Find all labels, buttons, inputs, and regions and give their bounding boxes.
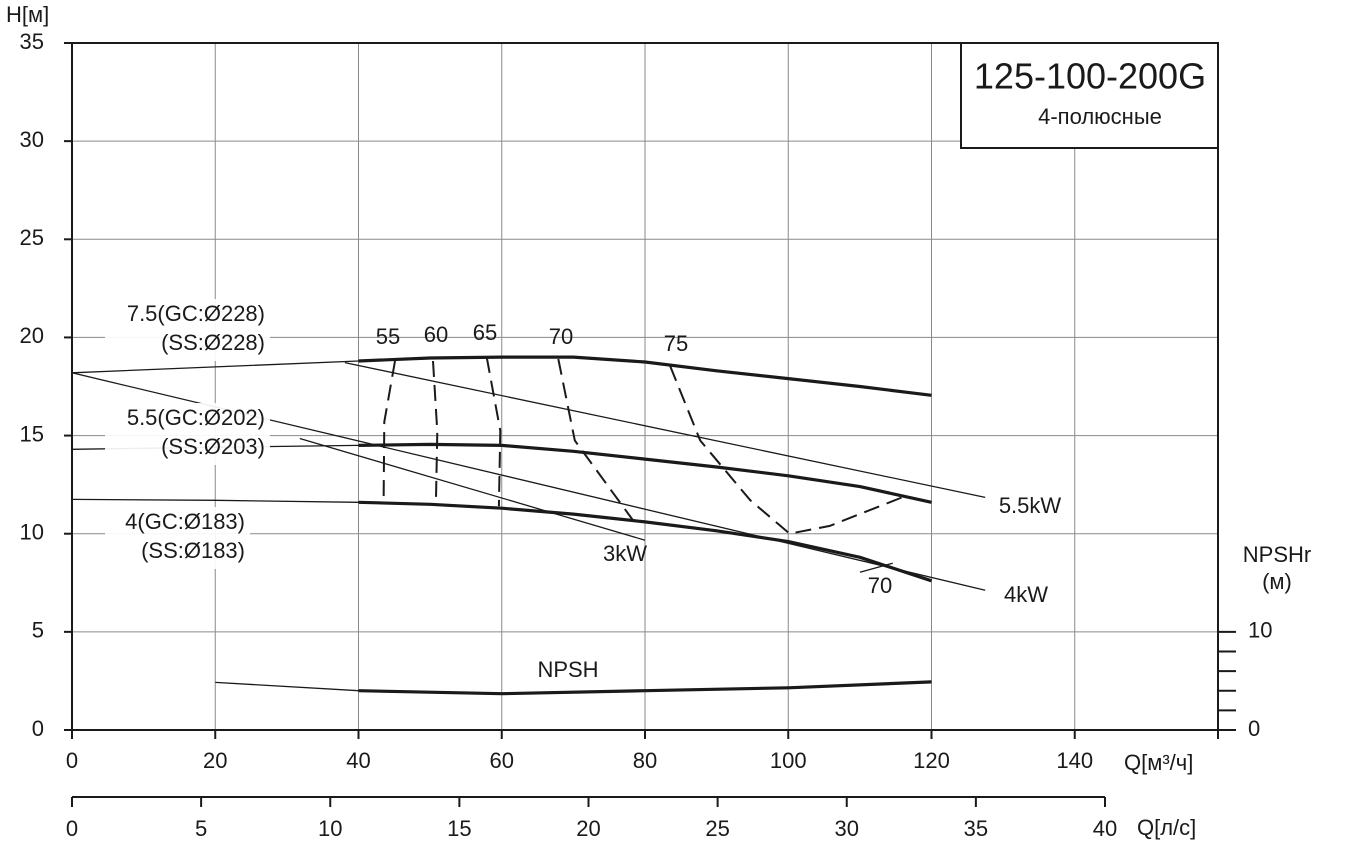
head-curve-operating [358, 355, 932, 397]
curve-label: 4(GC:Ø183) [125, 509, 245, 534]
power-label: 3kW [603, 541, 647, 566]
npsh-label: NPSH [537, 657, 598, 682]
y-tick-label: 35 [20, 29, 44, 54]
chart-title: 125-100-200G [974, 56, 1206, 97]
x2-tick-label: 5 [195, 816, 207, 841]
curve-label-bg [105, 299, 270, 361]
chart-subtitle: 4-полюсные [1038, 104, 1162, 129]
y-tick-label: 20 [20, 323, 44, 348]
x2-tick-label: 20 [576, 816, 600, 841]
x-axis-label: Q[м³/ч] [1124, 750, 1193, 775]
x-tick-label: 100 [770, 748, 807, 773]
power-label: 5.5kW [999, 493, 1062, 518]
y2-axis-label: (м) [1262, 569, 1292, 594]
curve-label: (SS:Ø183) [141, 538, 245, 563]
y-tick-label: 0 [32, 716, 44, 741]
power-line [299, 437, 646, 541]
title-box [960, 42, 1219, 149]
y2-axis-label: NPSHr [1243, 542, 1311, 567]
x2-tick-label: 35 [964, 816, 988, 841]
x2-tick-label: 40 [1093, 816, 1117, 841]
efficiency-label: 55 [376, 324, 400, 349]
curve-label: 7.5(GC:Ø228) [127, 301, 265, 326]
efficiency-label: 75 [664, 331, 688, 356]
head-curve-operating [358, 500, 932, 583]
y-tick-label: 5 [32, 618, 44, 643]
npsh-curve-operating [358, 680, 932, 696]
y-axis-label: H[м] [6, 2, 49, 27]
x-tick-label: 140 [1056, 748, 1093, 773]
y-tick-label: 25 [20, 225, 44, 250]
y-tick-label: 30 [20, 127, 44, 152]
x-tick-label: 40 [346, 748, 370, 773]
curve-label-bg [105, 403, 270, 465]
power-label: 4kW [1004, 582, 1048, 607]
y-tick-label: 10 [20, 520, 44, 545]
head-curve-operating [358, 442, 932, 504]
efficiency-label: 60 [424, 322, 448, 347]
curve-label: (SS:Ø228) [161, 330, 265, 355]
x2-tick-label: 15 [447, 816, 471, 841]
curve-label-bg [105, 507, 250, 569]
x-tick-label: 60 [490, 748, 514, 773]
x-tick-label: 120 [913, 748, 950, 773]
efficiency-curve [859, 562, 893, 573]
x-tick-label: 80 [633, 748, 657, 773]
efficiency-curve [669, 365, 908, 535]
x2-axis-label: Q[л/с] [1137, 815, 1196, 840]
x-tick-label: 20 [203, 748, 227, 773]
efficiency-label: 70 [549, 324, 573, 349]
x2-tick-label: 0 [66, 816, 78, 841]
y-tick-label: 15 [20, 421, 44, 446]
curve-label: (SS:Ø203) [161, 434, 265, 459]
curve-label: 5.5(GC:Ø202) [127, 405, 265, 430]
power-line [344, 361, 986, 499]
efficiency-curve [557, 358, 634, 521]
plot-frame [71, 42, 1219, 731]
y2-tick-label: 0 [1248, 716, 1260, 741]
y2-tick-label: 10 [1248, 618, 1272, 643]
x2-tick-label: 10 [318, 816, 342, 841]
x2-tick-label: 30 [835, 816, 859, 841]
efficiency-label: 70 [868, 573, 892, 598]
x2-tick-label: 25 [705, 816, 729, 841]
efficiency-curve [485, 356, 502, 507]
efficiency-label: 65 [473, 320, 497, 345]
efficiency-curve [382, 360, 396, 504]
x-tick-label: 0 [66, 748, 78, 773]
